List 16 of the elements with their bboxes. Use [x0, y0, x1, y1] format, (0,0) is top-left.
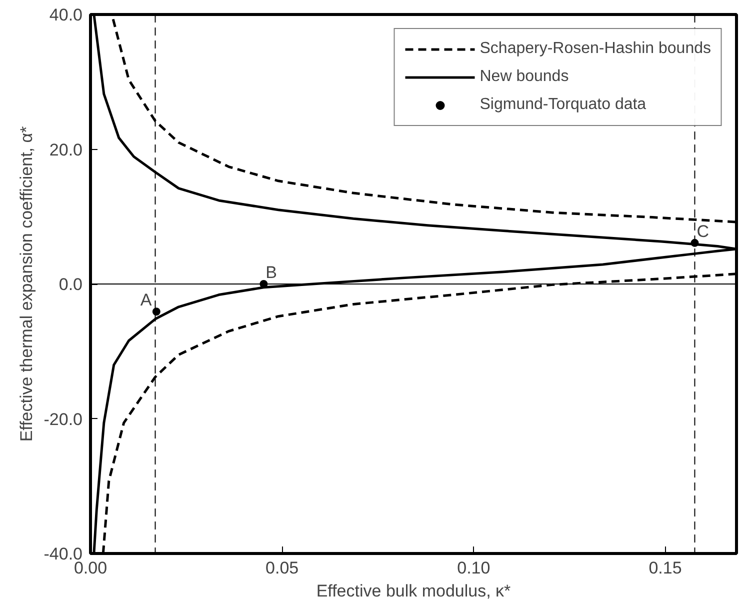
legend-label: Sigmund-Torquato data	[480, 96, 646, 114]
annotation: B	[266, 263, 278, 282]
x-tick-label: 0.00	[74, 558, 108, 578]
annotation: C	[696, 222, 710, 241]
annotation: A	[140, 290, 152, 310]
x-tick-label: 0.05	[266, 558, 299, 578]
y-axis-title: Effective thermal expansion coefficient, α*	[16, 126, 36, 442]
x-axis-title: Effective bulk modulus, κ*	[316, 582, 512, 600]
y-tick-label: -20.0	[44, 410, 82, 429]
legend-label: Schapery-Rosen-Hashin bounds	[480, 40, 711, 58]
y-tick-label: 20.0	[49, 140, 83, 160]
x-tick-label: 0.15	[648, 558, 682, 578]
legend-label: New bounds	[480, 68, 569, 86]
x-tick-label: 0.10	[457, 558, 490, 578]
y-tick-label: 0.0	[58, 275, 83, 294]
y-tick-label: 40.0	[49, 6, 83, 24]
